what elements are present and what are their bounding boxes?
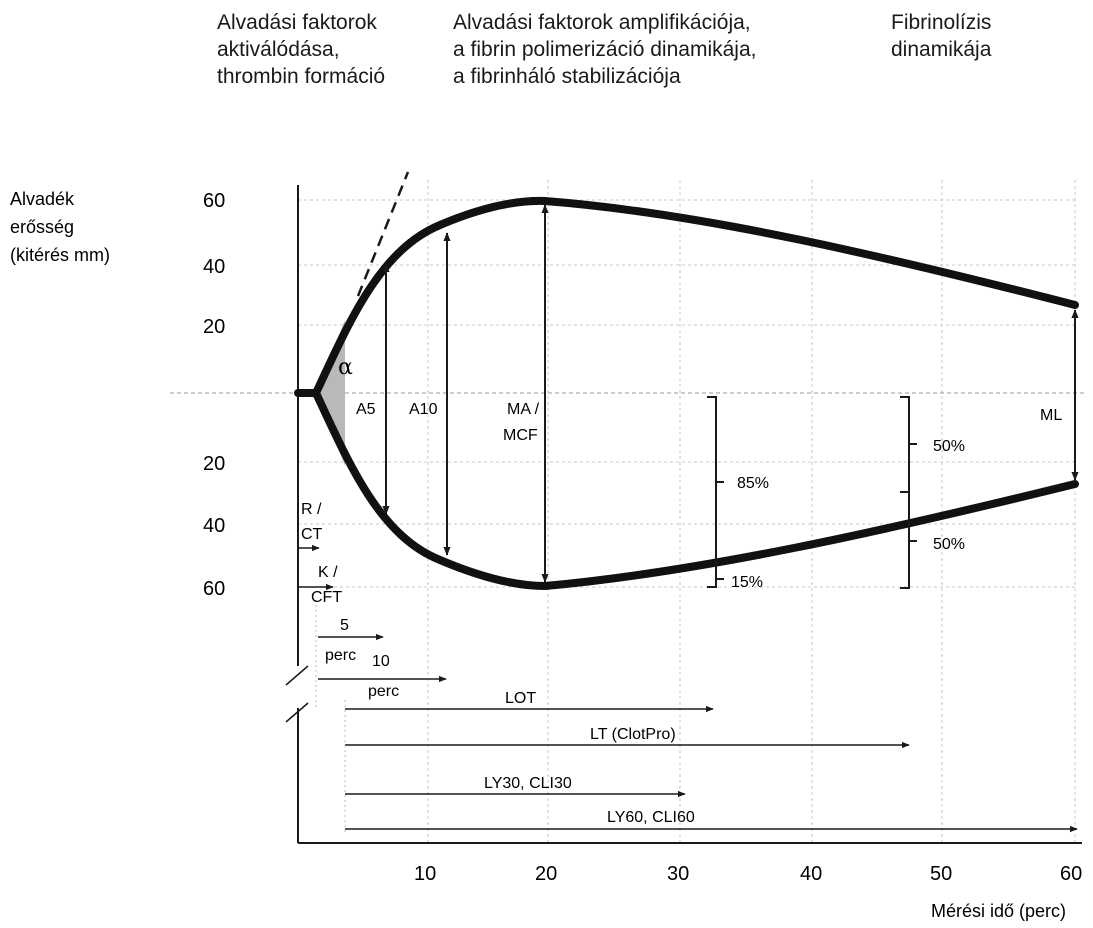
curve-upper bbox=[312, 196, 1079, 397]
x-tick-50: 50 bbox=[930, 863, 952, 885]
x-tick-30: 30 bbox=[667, 863, 689, 885]
pct50-bottom-label: 50% bbox=[933, 536, 965, 553]
bracket-50-upper bbox=[900, 396, 917, 493]
y-axis-label-line2: erősség bbox=[10, 217, 74, 237]
five-label-line2: perc bbox=[325, 647, 356, 664]
ten-label-line1: 10 bbox=[372, 653, 390, 670]
y-tick-40-lower: 40 bbox=[203, 515, 225, 537]
axis-break-mark-2 bbox=[285, 702, 309, 723]
y-axis-label-line3: (kitérés mm) bbox=[10, 245, 110, 265]
axes bbox=[285, 185, 1082, 844]
header-phase2-block: Alvadási faktorok amplifikációja, a fibr… bbox=[453, 11, 757, 88]
a5-label: A5 bbox=[356, 401, 376, 418]
time-arrows bbox=[298, 544, 1078, 835]
x-tick-60: 60 bbox=[1060, 863, 1082, 885]
y-tick-60-upper: 60 bbox=[203, 190, 225, 212]
bracket-85-15 bbox=[707, 396, 724, 588]
k-label-line2: CFT bbox=[311, 589, 342, 606]
ma-label-line1: MA / bbox=[507, 401, 540, 418]
y-tick-60-lower: 60 bbox=[203, 578, 225, 600]
x-axis-label: Mérési idő (perc) bbox=[931, 901, 1066, 921]
x-tick-40: 40 bbox=[800, 863, 822, 885]
lt-label: LT (ClotPro) bbox=[590, 726, 676, 743]
pct50-top-label: 50% bbox=[933, 438, 965, 455]
alpha-tangent-line bbox=[356, 171, 410, 297]
ma-label-line2: MCF bbox=[503, 427, 538, 444]
k-label-line1: K / bbox=[318, 564, 338, 581]
pct85-label: 85% bbox=[737, 475, 769, 492]
amplitude-arrows bbox=[382, 204, 1079, 583]
y-tick-20-lower: 20 bbox=[203, 453, 225, 475]
alpha-angle-shading bbox=[316, 320, 345, 466]
x-tick-20: 20 bbox=[535, 863, 557, 885]
lot-label: LOT bbox=[505, 690, 536, 707]
five-label-line1: 5 bbox=[340, 617, 349, 634]
x-tick-10: 10 bbox=[414, 863, 436, 885]
header-phase1-block: Alvadási faktorok aktiválódása, thrombin… bbox=[217, 11, 386, 88]
y-tick-20-upper: 20 bbox=[203, 316, 225, 338]
r-label-line1: R / bbox=[301, 501, 322, 518]
alpha-label: α bbox=[338, 355, 353, 380]
r-label-line2: CT bbox=[301, 526, 323, 543]
ml-label: ML bbox=[1040, 407, 1062, 424]
y-tick-40-upper: 40 bbox=[203, 256, 225, 278]
clot-curve bbox=[294, 196, 1079, 590]
ly60-label: LY60, CLI60 bbox=[607, 809, 695, 826]
bracket-50-lower bbox=[900, 491, 917, 589]
y-axis-label-line1: Alvadék bbox=[10, 189, 75, 209]
pct15-label: 15% bbox=[731, 574, 763, 591]
header-phase3-block: Fibrinolízis dinamikája bbox=[891, 11, 992, 61]
curve-lower bbox=[312, 389, 1079, 590]
a10-label: A10 bbox=[409, 401, 438, 418]
ten-label-line2: perc bbox=[368, 683, 399, 700]
percentage-brackets bbox=[707, 396, 917, 589]
axis-break-mark-1 bbox=[285, 665, 309, 686]
ly30-label: LY30, CLI30 bbox=[484, 775, 572, 792]
